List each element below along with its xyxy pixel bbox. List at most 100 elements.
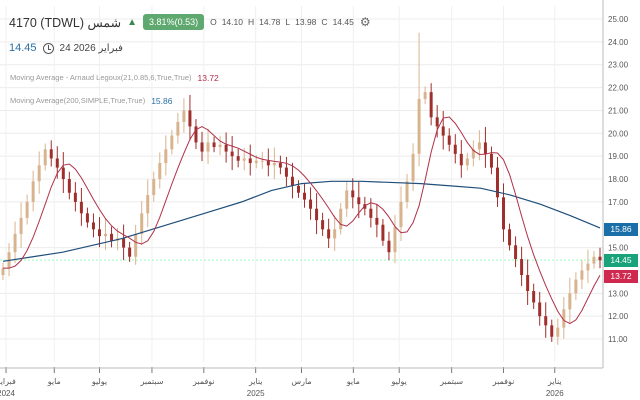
ohlc-readout: O 14.10 H 14.78 L 13.98 C 14.45 bbox=[210, 17, 354, 27]
candle-body bbox=[224, 144, 228, 152]
candle-body bbox=[471, 149, 475, 159]
x-tick-label: نوفمبر bbox=[492, 377, 515, 386]
chart-header: 4170 (TDWL) شمس ▲ 3.81%(0.53) O 14.10 H 14… bbox=[9, 14, 371, 30]
candle-body bbox=[55, 158, 59, 168]
candle-body bbox=[327, 229, 331, 239]
candle-body bbox=[351, 190, 355, 198]
candle-body bbox=[212, 142, 216, 148]
candle-body bbox=[556, 327, 560, 337]
close-label: C bbox=[321, 17, 328, 27]
y-tick-label: 21.00 bbox=[608, 106, 629, 115]
candle-body bbox=[158, 163, 162, 180]
gear-icon[interactable]: ⚙ bbox=[359, 15, 371, 29]
candle-body bbox=[164, 149, 168, 164]
symbol-title: 4170 (TDWL) شمس bbox=[9, 15, 122, 30]
x-tick-label: يوليو bbox=[91, 377, 107, 386]
candle-body bbox=[339, 208, 343, 230]
candle-body bbox=[508, 229, 512, 246]
candle-body bbox=[411, 153, 415, 182]
indicator-alma[interactable]: Moving Average - Arnaud Legoux(21,0.85,6… bbox=[10, 73, 219, 83]
y-tick-label: 24.00 bbox=[608, 38, 629, 47]
candle-body bbox=[369, 208, 373, 218]
candle-body bbox=[417, 99, 421, 154]
candle-body bbox=[598, 256, 602, 261]
low-value: 13.98 bbox=[295, 17, 317, 27]
candle-body bbox=[333, 229, 337, 239]
indicator-label: Moving Average - Arnaud Legoux(21,0.85,6… bbox=[10, 73, 192, 82]
candle-body bbox=[550, 325, 554, 337]
open-label: O bbox=[210, 17, 217, 27]
candle-body bbox=[447, 135, 451, 145]
candle-body bbox=[562, 309, 566, 328]
date-label: 24 فبراير 2026 bbox=[59, 42, 123, 54]
close-value: 14.45 bbox=[332, 17, 354, 27]
low-label: L bbox=[285, 17, 291, 27]
candle-body bbox=[423, 92, 427, 100]
candle-body bbox=[345, 190, 349, 209]
candle-body bbox=[260, 160, 264, 162]
indicator-sma200[interactable]: Moving Average(200,SIMPLE,True,True) 15.… bbox=[10, 96, 172, 106]
candle-body bbox=[321, 220, 325, 230]
candle-body bbox=[441, 126, 445, 136]
x-tick-year: 2024 bbox=[0, 389, 15, 398]
candle-body bbox=[49, 149, 53, 159]
candle-body bbox=[242, 158, 246, 161]
candle-body bbox=[91, 222, 95, 230]
candle-body bbox=[526, 275, 530, 292]
candle-body bbox=[465, 158, 469, 166]
x-tick-label: سبتمبر bbox=[439, 377, 463, 386]
candle-body bbox=[574, 279, 578, 294]
candle-body bbox=[296, 185, 300, 193]
candle-body bbox=[152, 179, 156, 196]
y-tick-label: 12.00 bbox=[608, 312, 629, 321]
high-label: H bbox=[247, 17, 255, 27]
candle-body bbox=[453, 144, 457, 154]
candle-body bbox=[532, 291, 536, 303]
candle-body bbox=[495, 167, 499, 198]
candle-body bbox=[13, 233, 17, 253]
triangle-up-icon: ▲ bbox=[127, 16, 138, 28]
candle-body bbox=[176, 121, 180, 136]
candle-body bbox=[399, 201, 403, 228]
candle-body bbox=[586, 263, 590, 271]
indicator-value: 13.72 bbox=[197, 73, 219, 83]
candle-body bbox=[381, 224, 385, 241]
candle-body bbox=[31, 181, 35, 202]
x-tick-label: يناير bbox=[248, 377, 263, 386]
x-tick-label: يوليو bbox=[391, 377, 407, 386]
candle-body bbox=[43, 149, 47, 166]
x-tick-label: سبتمبر bbox=[139, 377, 163, 386]
candle-body bbox=[236, 156, 240, 161]
candle-body bbox=[122, 238, 126, 248]
candle-body bbox=[230, 151, 234, 157]
candle-body bbox=[73, 192, 77, 202]
open-value: 14.10 bbox=[221, 17, 243, 27]
x-tick-label: نوفمبر bbox=[192, 377, 215, 386]
candle-body bbox=[182, 110, 186, 122]
candle-body bbox=[357, 197, 361, 205]
x-tick-year: 2025 bbox=[247, 389, 265, 398]
candle-body bbox=[405, 181, 409, 202]
clock-icon bbox=[42, 42, 54, 54]
candle-body bbox=[477, 142, 481, 150]
candle-body bbox=[520, 259, 524, 276]
last-price-tag: 14.45 bbox=[604, 254, 638, 267]
candle-body bbox=[514, 245, 518, 260]
change-badge: 3.81%(0.53) bbox=[143, 14, 205, 30]
ma200-price-tag: 15.86 bbox=[604, 223, 638, 236]
y-tick-label: 15.00 bbox=[608, 244, 629, 253]
candle-body bbox=[375, 217, 379, 225]
candle-body bbox=[393, 227, 397, 253]
ma21-price-tag: 13.72 bbox=[604, 270, 638, 283]
candle-body bbox=[459, 153, 463, 166]
x-tick-year: 2026 bbox=[546, 389, 564, 398]
candle-body bbox=[218, 144, 222, 148]
candle-body bbox=[592, 256, 596, 264]
candle-body bbox=[387, 240, 391, 253]
y-tick-label: 19.00 bbox=[608, 152, 629, 161]
candle-body bbox=[194, 126, 198, 143]
candle-body bbox=[104, 233, 108, 237]
candle-body bbox=[206, 142, 210, 152]
candle-body bbox=[435, 117, 439, 127]
